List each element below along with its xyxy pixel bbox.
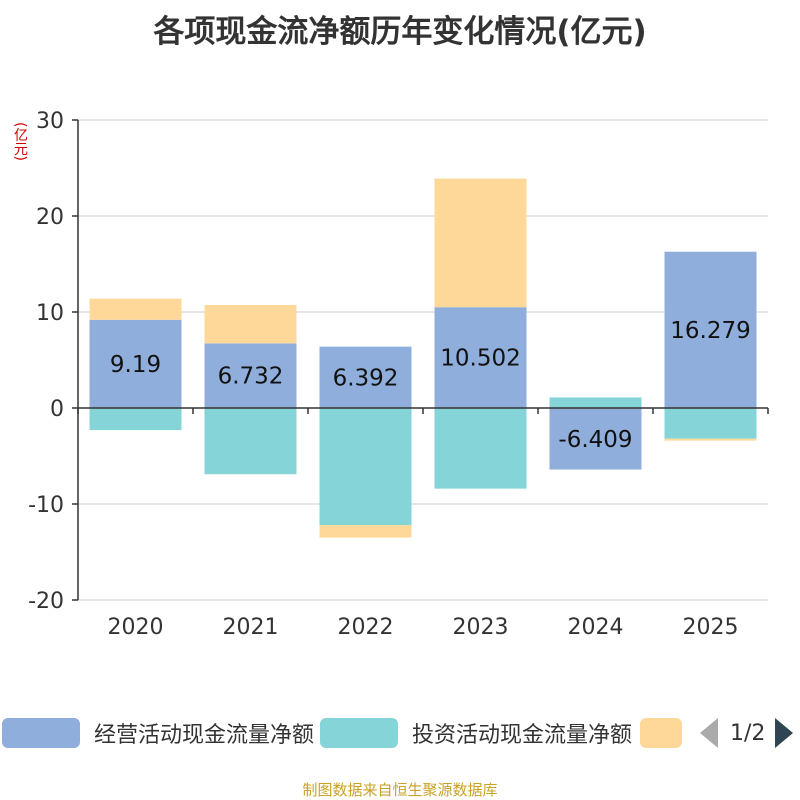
bar-financing-2020 bbox=[89, 298, 182, 320]
data-label-2023: 10.502 bbox=[440, 346, 520, 372]
legend-label-investing: 投资活动现金流量净额 bbox=[412, 723, 633, 748]
x-tick-label: 2023 bbox=[453, 615, 509, 640]
legend-page-indicator: 1/2 bbox=[730, 720, 766, 746]
legend-next-icon[interactable] bbox=[775, 718, 794, 748]
chart-canvas: 30 20 10 0 -10 -20 9.19 6.732 6.392 10.502 -6.409 1… bbox=[28, 109, 769, 640]
bar-financing-2023 bbox=[434, 178, 527, 308]
bar-operating-2025 bbox=[664, 251, 757, 408]
y-tick-label: 30 bbox=[36, 109, 64, 134]
bar-operating-2020 bbox=[89, 319, 182, 408]
bar-investing-2025 bbox=[664, 408, 757, 439]
legend-prev-icon[interactable] bbox=[700, 718, 718, 748]
y-tick-label: 10 bbox=[36, 301, 64, 326]
x-tick-label: 2024 bbox=[568, 615, 624, 640]
y-tick-label: 0 bbox=[50, 397, 64, 422]
data-label-2025: 16.279 bbox=[670, 318, 750, 344]
y-tick-label: -20 bbox=[28, 589, 64, 614]
data-label-2020: 9.19 bbox=[110, 352, 161, 378]
y-tick-label: -10 bbox=[28, 493, 64, 518]
legend-swatch-investing bbox=[320, 718, 398, 748]
data-label-2024: -6.409 bbox=[558, 427, 632, 453]
bar-investing-2023 bbox=[434, 408, 527, 489]
legend-label-operating: 经营活动现金流量净额 bbox=[94, 723, 315, 748]
data-label-2022: 6.392 bbox=[333, 365, 399, 391]
bar-investing-2024 bbox=[549, 397, 642, 408]
data-label-2021: 6.732 bbox=[218, 364, 284, 390]
y-tick-label: 20 bbox=[36, 205, 64, 230]
bar-investing-2020 bbox=[89, 408, 182, 431]
bar-financing-2025 bbox=[664, 438, 757, 441]
legend-swatch-financing bbox=[640, 718, 682, 748]
legend-item-financing[interactable] bbox=[640, 716, 682, 750]
bar-operating-2022 bbox=[319, 346, 412, 408]
bar-financing-2022 bbox=[319, 525, 412, 538]
x-tick-label: 2020 bbox=[108, 615, 164, 640]
x-tick-label: 2021 bbox=[223, 615, 279, 640]
bar-financing-2021 bbox=[204, 304, 297, 344]
legend: 经营活动现金流量净额 投资活动现金流量净额 bbox=[0, 716, 800, 750]
bar-operating-2021 bbox=[204, 343, 297, 408]
bar-operating-2023 bbox=[434, 307, 527, 408]
data-source-footer: 制图数据来自恒生聚源数据库 bbox=[302, 781, 498, 799]
legend-item-investing[interactable]: 投资活动现金流量净额 bbox=[320, 716, 632, 750]
legend-pager: 1/2 bbox=[700, 716, 794, 750]
bar-operating-2024 bbox=[549, 408, 642, 470]
legend-swatch-operating bbox=[2, 718, 80, 748]
x-tick-label: 2025 bbox=[683, 615, 739, 640]
bar-investing-2022 bbox=[319, 408, 412, 526]
chart-title: 各项现金流净额历年变化情况(亿元) bbox=[153, 14, 647, 50]
bar-investing-2021 bbox=[204, 408, 297, 475]
legend-item-operating[interactable]: 经营活动现金流量净额 bbox=[2, 716, 314, 750]
y-axis-unit: (亿元) bbox=[12, 122, 28, 161]
x-tick-label: 2022 bbox=[338, 615, 394, 640]
